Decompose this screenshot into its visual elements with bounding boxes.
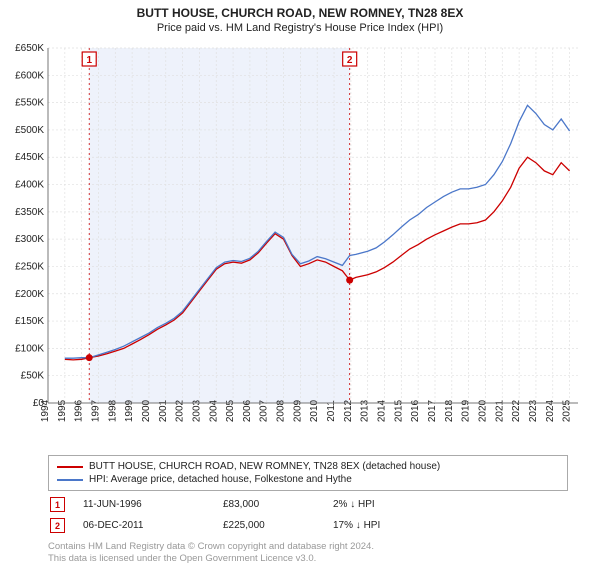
svg-text:£500K: £500K	[15, 125, 44, 136]
svg-text:£300K: £300K	[15, 234, 44, 245]
svg-text:£200K: £200K	[15, 289, 44, 300]
footer-line-1: Contains HM Land Registry data © Crown c…	[48, 541, 568, 553]
legend-swatch	[57, 479, 83, 481]
svg-text:£250K: £250K	[15, 261, 44, 272]
transaction-diff: 2% ↓ HPI	[333, 499, 375, 510]
svg-text:£450K: £450K	[15, 152, 44, 163]
svg-text:£550K: £550K	[15, 98, 44, 109]
svg-text:£100K: £100K	[15, 343, 44, 354]
transaction-marker: 1	[50, 497, 65, 512]
legend-item: BUTT HOUSE, CHURCH ROAD, NEW ROMNEY, TN2…	[57, 460, 559, 473]
transaction-list: 1 11-JUN-1996£83,0002% ↓ HPI 2 06-DEC-2011£…	[48, 491, 568, 533]
legend-footer-block: BUTT HOUSE, CHURCH ROAD, NEW ROMNEY, TN2…	[48, 455, 568, 566]
legend-item: HPI: Average price, detached house, Folk…	[57, 473, 559, 486]
svg-text:£350K: £350K	[15, 207, 44, 218]
transaction-row: 2 06-DEC-2011£225,00017% ↓ HPI	[48, 512, 568, 533]
transaction-price: £83,000	[223, 499, 333, 510]
legend-box: BUTT HOUSE, CHURCH ROAD, NEW ROMNEY, TN2…	[48, 455, 568, 491]
chart-title-address: BUTT HOUSE, CHURCH ROAD, NEW ROMNEY, TN2…	[0, 6, 600, 20]
chart-container: BUTT HOUSE, CHURCH ROAD, NEW ROMNEY, TN2…	[0, 0, 600, 560]
svg-text:£150K: £150K	[15, 316, 44, 327]
transaction-price: £225,000	[223, 520, 333, 531]
transaction-diff: 17% ↓ HPI	[333, 520, 380, 531]
chart-subtitle: Price paid vs. HM Land Registry's House …	[0, 22, 600, 34]
legend-swatch	[57, 466, 83, 468]
chart-marker-label: 2	[347, 55, 353, 66]
transaction-marker: 2	[50, 518, 65, 533]
footer-attribution: Contains HM Land Registry data © Crown c…	[48, 533, 568, 566]
chart-area: £0£50K£100K£150K£200K£250K£300K£350K£400…	[0, 40, 600, 450]
svg-text:£650K: £650K	[15, 43, 44, 54]
chart-marker-label: 1	[86, 55, 92, 66]
transaction-dot	[346, 277, 353, 284]
transaction-date: 06-DEC-2011	[83, 520, 223, 531]
legend-label: HPI: Average price, detached house, Folk…	[89, 474, 352, 485]
transaction-row: 1 11-JUN-1996£83,0002% ↓ HPI	[48, 491, 568, 512]
svg-text:£400K: £400K	[15, 180, 44, 191]
transaction-dot	[86, 354, 93, 361]
svg-text:£50K: £50K	[21, 371, 45, 382]
chart-svg: £0£50K£100K£150K£200K£250K£300K£350K£400…	[0, 40, 600, 450]
title-block: BUTT HOUSE, CHURCH ROAD, NEW ROMNEY, TN2…	[0, 0, 600, 34]
transaction-date: 11-JUN-1996	[83, 499, 223, 510]
svg-text:£600K: £600K	[15, 70, 44, 81]
legend-label: BUTT HOUSE, CHURCH ROAD, NEW ROMNEY, TN2…	[89, 461, 440, 472]
